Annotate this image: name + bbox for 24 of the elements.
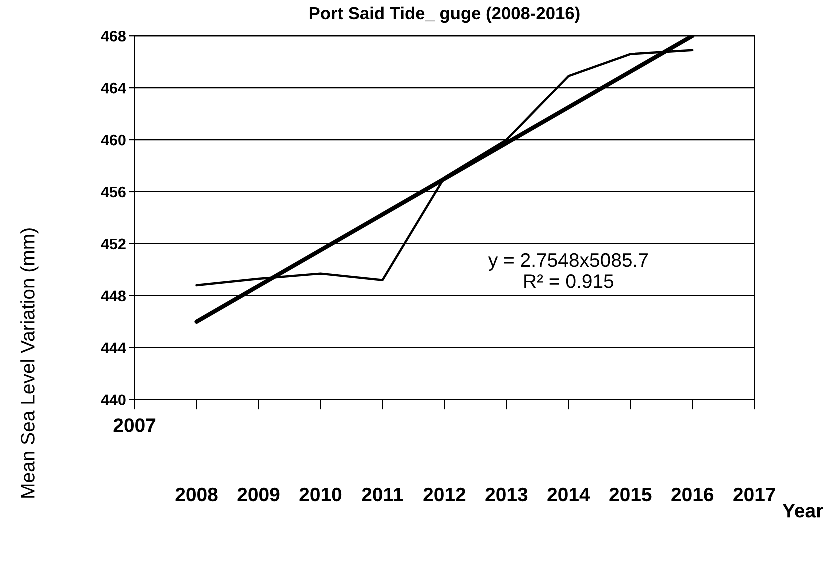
y-tick-label: 456 [101, 186, 126, 198]
y-tick-label: 460 [101, 134, 126, 146]
annotation: R² = 0.915 [524, 274, 614, 288]
x-tick-label: 2010 [300, 488, 342, 502]
x-axis-title: Year [782, 504, 824, 518]
x-tick-label: 2013 [486, 488, 528, 502]
x-tick-label: 2012 [424, 488, 466, 502]
x-tick-label: 2014 [548, 488, 590, 502]
x-tick-label: 2016 [672, 488, 714, 502]
x-tick-label: 2017 [734, 488, 776, 502]
x-tick-label: 2009 [238, 488, 280, 502]
text: 2007 [114, 418, 156, 432]
x-tick-label: 2011 [362, 488, 404, 502]
chart-title: Port Said Tide_ guge (2008-2016) [310, 6, 580, 24]
annotation: y = 2.7548x5085.7 [488, 253, 648, 272]
y-tick-label: 464 [101, 82, 126, 94]
y-tick-label: 448 [101, 290, 126, 302]
y-tick-label: 440 [101, 394, 126, 406]
x-tick-label: 2008 [176, 488, 218, 502]
y-tick-label: 468 [101, 30, 126, 42]
y-axis-title: Mean Sea Level Variation (mm) [20, 228, 39, 498]
y-tick-label: 444 [101, 342, 126, 354]
y-tick-label: 452 [101, 238, 126, 250]
x-tick-label: 2015 [610, 488, 652, 502]
